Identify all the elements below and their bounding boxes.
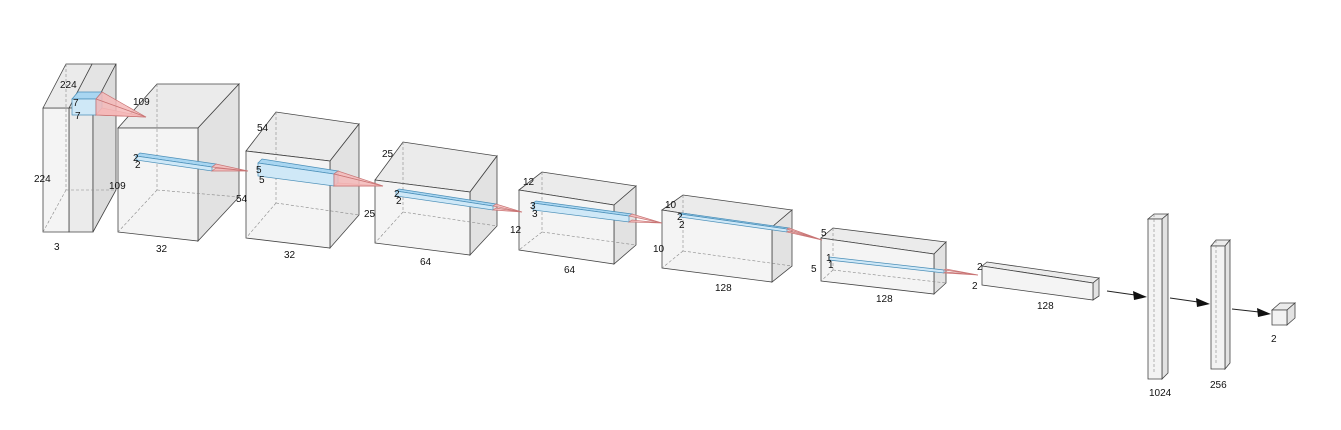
- kernel4-size-b: 2: [396, 196, 402, 207]
- kernel-cone-2: [135, 152, 249, 172]
- dense1-layer-box: [1146, 213, 1170, 380]
- kernel5-size-a: 3: [530, 201, 536, 212]
- kernel-cone-6: [678, 212, 823, 241]
- input-width-label: 224: [34, 174, 51, 185]
- dense1-depth-label: 1024: [1149, 388, 1172, 399]
- conv7-depth-label: 128: [1037, 301, 1054, 312]
- conv3-width-label: 25: [364, 209, 376, 220]
- conv5-height-label: 10: [665, 200, 677, 211]
- conv4-width-label: 12: [510, 225, 522, 236]
- kernel-cone-3: [257, 158, 384, 187]
- conv6-height-label: 5: [821, 228, 827, 239]
- kernel3-size-b: 5: [259, 175, 265, 186]
- kernel7-size-a: 1: [826, 253, 832, 264]
- kernel-cone-5: [532, 200, 663, 224]
- kernel1-size-a: 7: [73, 98, 79, 109]
- arrow-dense2-to-output: [1231, 308, 1271, 317]
- kernel5-size-b: 3: [532, 209, 538, 220]
- kernel2-size-a: 2: [133, 153, 139, 164]
- conv7-width-label: 2: [972, 281, 978, 292]
- conv7-height-label: 2: [977, 262, 983, 273]
- conv4-height-label: 12: [523, 177, 535, 188]
- conv2-depth-label: 32: [284, 250, 296, 261]
- conv4-depth-label: 64: [564, 265, 576, 276]
- dense2-layer-box: [1210, 238, 1231, 371]
- kernel4-size-a: 2: [394, 189, 400, 200]
- kernel3-size-a: 5: [256, 165, 262, 176]
- conv1-height-label: 109: [133, 97, 150, 108]
- conv2-width-label: 54: [236, 194, 248, 205]
- conv7-layer-box: [981, 261, 1100, 301]
- output-layer-box: [1270, 302, 1297, 326]
- conv6-layer-box: [820, 227, 947, 295]
- input-layer-box: [42, 63, 117, 233]
- kernel-cone-7: [828, 256, 979, 276]
- kernel2-size-b: 2: [135, 160, 141, 171]
- conv3-height-label: 25: [382, 149, 394, 160]
- conv5-layer-box: [660, 194, 793, 283]
- kernel6-size-a: 2: [677, 212, 683, 223]
- conv6-depth-label: 128: [876, 294, 893, 305]
- conv2-height-label: 54: [257, 123, 269, 134]
- output-depth-label: 2: [1271, 334, 1277, 345]
- arrow-conv7-to-dense1: [1106, 290, 1147, 300]
- kernel6-size-b: 2: [679, 220, 685, 231]
- conv3-depth-label: 64: [420, 257, 432, 268]
- arrow-dense1-to-dense2: [1169, 297, 1210, 307]
- conv6-width-label: 5: [811, 264, 817, 275]
- conv5-depth-label: 128: [715, 283, 732, 294]
- conv1-layer-box: [117, 82, 240, 243]
- kernel-cone-1: [71, 91, 147, 118]
- input-height-label: 224: [60, 80, 77, 91]
- kernel-cone-4: [395, 188, 523, 213]
- kernel7-size-b: 1: [828, 260, 834, 271]
- input-depth-label: 3: [54, 242, 60, 253]
- dense2-depth-label: 256: [1210, 380, 1227, 391]
- kernel1-size-b: 7: [75, 111, 81, 122]
- conv5-width-label: 10: [653, 244, 665, 255]
- conv1-width-label: 109: [109, 181, 126, 192]
- conv1-depth-label: 32: [156, 244, 168, 255]
